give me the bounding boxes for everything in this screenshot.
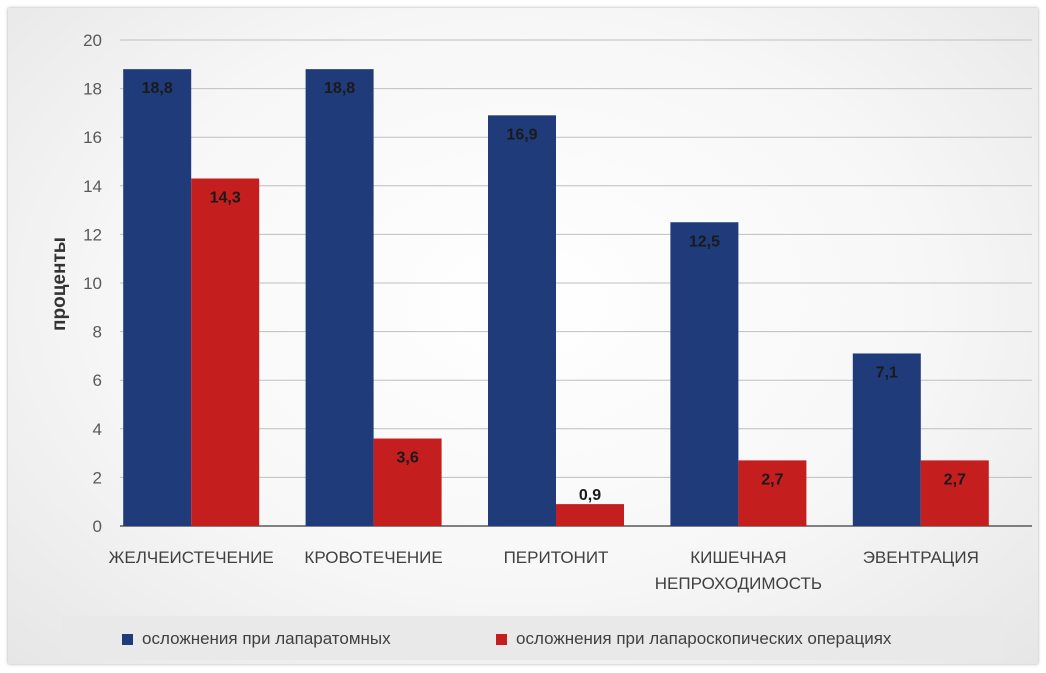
bar-laparotomy — [123, 69, 192, 526]
y-tick-label: 6 — [93, 371, 102, 390]
gridlines — [120, 39, 1032, 527]
legend-item-laparotomy: осложнения при лапаратомных — [122, 629, 391, 649]
bar-laparotomy — [670, 222, 739, 526]
data-label: 3,6 — [396, 450, 418, 467]
y-axis-ticks: 0 2 4 6 8 10 12 14 16 18 20 — [83, 31, 102, 536]
y-tick-label: 18 — [83, 80, 102, 99]
y-tick-label: 0 — [93, 517, 102, 536]
legend: осложнения при лапаратомных осложнения п… — [62, 616, 1004, 660]
bars — [123, 69, 989, 526]
y-tick-label: 16 — [83, 128, 102, 147]
category-labels: ЖЕЛЧЕИСТЕЧЕНИЕ КРОВОТЕЧЕНИЕ ПЕРИТОНИТ КИШЕЧ… — [109, 548, 979, 593]
data-label: 7,1 — [876, 364, 898, 381]
category-label: ПЕРИТОНИТ — [504, 548, 609, 567]
bar-laparotomy — [852, 353, 921, 526]
category-label: ЭВЕНТРАЦИЯ — [863, 548, 979, 567]
category-label: НЕПРОХОДИМОСТЬ — [655, 574, 822, 593]
data-label: 12,5 — [689, 233, 720, 250]
data-label: 14,3 — [210, 190, 241, 207]
data-label: 16,9 — [506, 126, 537, 143]
bar-laparoscopy — [191, 178, 260, 526]
bar-laparoscopy — [556, 504, 624, 526]
category-label: ЖЕЛЧЕИСТЕЧЕНИЕ — [109, 548, 274, 567]
data-labels: 18,8 14,3 18,8 3,6 16,9 0,9 12,5 2,7 7,1 2,7 — [142, 80, 966, 504]
bar-laparoscopy — [373, 438, 442, 526]
data-label: 18,8 — [324, 80, 355, 97]
data-label: 2,7 — [944, 471, 966, 488]
bar-laparotomy — [488, 115, 556, 526]
legend-label-laparoscopy: осложнения при лапароскопических операци… — [516, 629, 892, 648]
y-tick-label: 8 — [93, 323, 102, 342]
y-tick-label: 14 — [83, 177, 102, 196]
y-axis-label: проценты — [49, 237, 70, 331]
data-label: 0,9 — [579, 487, 601, 504]
data-label: 2,7 — [761, 471, 783, 488]
y-tick-label: 2 — [93, 468, 102, 487]
y-tick-label: 4 — [93, 420, 102, 439]
y-tick-label: 10 — [83, 274, 102, 293]
category-label: КРОВОТЕЧЕНИЕ — [304, 548, 442, 567]
legend-swatch-red — [496, 633, 507, 645]
legend-label-laparotomy: осложнения при лапаратомных — [142, 629, 391, 648]
y-tick-label: 12 — [83, 225, 102, 244]
bar-laparoscopy — [738, 460, 807, 526]
y-tick-label: 20 — [83, 31, 102, 50]
legend-swatch-blue — [122, 633, 133, 645]
bar-laparoscopy — [920, 460, 989, 526]
bar-laparotomy — [305, 69, 374, 526]
category-label: КИШЕЧНАЯ — [690, 548, 786, 567]
data-label: 18,8 — [142, 80, 173, 97]
legend-item-laparoscopy: осложнения при лапароскопических операци… — [496, 629, 891, 649]
